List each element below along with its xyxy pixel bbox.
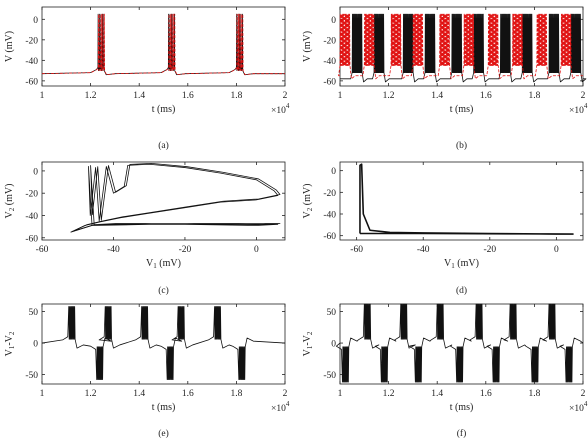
plot-frame xyxy=(41,303,286,385)
phase-trajectory xyxy=(70,163,279,233)
y-tick-label: -50 xyxy=(25,371,38,381)
y-axis-label: V (mV) xyxy=(4,31,15,62)
x-axis-multiplier: ×104 xyxy=(271,102,290,116)
panel-a: 1 1.2 1.4 1.6 1.8 2 0 -20 -40 -60 t (ms) ×104 V (mV)… xyxy=(4,6,290,151)
y-tick-label: -20 xyxy=(323,189,336,199)
x-tick-label: 1.4 xyxy=(133,389,145,399)
x-tick-label: 1 xyxy=(338,389,343,399)
x-tick-label: 1.6 xyxy=(480,389,492,399)
x-tick-label: 1 xyxy=(40,91,45,101)
x-tick-label: 1 xyxy=(338,91,343,101)
x-tick-label: -60 xyxy=(350,245,363,255)
series-black-trace xyxy=(340,13,587,83)
y-tick-label: -60 xyxy=(25,234,38,244)
x-axis-label: t (ms) xyxy=(450,402,474,413)
y-tick-label: -20 xyxy=(25,190,38,200)
x-axis-label: t (ms) xyxy=(450,104,474,115)
y-tick-label: 0 xyxy=(33,340,38,350)
panel-label: (d) xyxy=(456,285,467,296)
x-tick-label: 2 xyxy=(581,91,586,101)
y-tick-label: -20 xyxy=(323,36,336,46)
plot-frame xyxy=(339,6,584,87)
y-tick-label: 50 xyxy=(327,308,337,318)
x-tick-label: 0 xyxy=(554,245,559,255)
x-axis-label: t (ms) xyxy=(152,104,176,115)
x-tick-label: 0 xyxy=(254,245,259,255)
x-tick-label: 1.2 xyxy=(85,389,97,399)
panel-label: (b) xyxy=(456,140,467,151)
x-tick-label: -20 xyxy=(483,245,496,255)
x-tick-label: -60 xyxy=(36,245,49,255)
y-tick-label: 0 xyxy=(33,167,38,177)
panel-label: (e) xyxy=(158,428,169,439)
x-tick-label: -20 xyxy=(179,245,192,255)
y-tick-label: -20 xyxy=(25,36,38,46)
plot-frame xyxy=(41,6,286,87)
panel-c: -60 -40 -20 0 0 -20 -40 -60 V1 (mV) V2 (mV) (c) xyxy=(4,161,286,296)
y-tick-label: 0 xyxy=(331,167,336,177)
panel-d: -60 -40 -20 0 0 -20 -40 -60 V1 (mV) V2 (mV) (d) xyxy=(302,161,584,296)
x-axis-label: t (ms) xyxy=(152,402,176,413)
panel-label: (c) xyxy=(158,285,169,296)
x-tick-label: 1.6 xyxy=(182,91,194,101)
y-axis-label: V2 (mV) xyxy=(302,184,314,219)
x-tick-label: 1.4 xyxy=(431,389,443,399)
y-tick-label: -60 xyxy=(323,77,336,87)
y-tick-label: 0 xyxy=(331,340,336,350)
phase-trajectory xyxy=(359,163,574,235)
y-tick-label: -40 xyxy=(25,212,38,222)
x-tick-label: 1.2 xyxy=(85,91,97,101)
plot-frame xyxy=(339,303,584,385)
y-axis-label: V (mV) xyxy=(302,31,313,62)
panel-f: 1 1.2 1.4 1.6 1.8 2 50 0 -50 t (ms) ×104 V1-V2 (f) xyxy=(302,303,588,439)
y-tick-label: -60 xyxy=(323,232,336,242)
x-tick-label: 1.6 xyxy=(182,389,194,399)
difference-trace xyxy=(335,303,584,383)
x-tick-label: -40 xyxy=(107,245,120,255)
panel-b: 1 1.2 1.4 1.6 1.8 2 0 -20 -40 -60 t (ms) ×104 V (mV)… xyxy=(302,6,588,151)
y-tick-label: -40 xyxy=(323,211,336,221)
panel-label: (f) xyxy=(457,428,467,439)
x-axis-label: V1 (mV) xyxy=(146,258,181,270)
y-tick-label: 0 xyxy=(331,16,336,26)
phase-trajectory xyxy=(72,162,281,232)
series-red-trace xyxy=(41,13,285,76)
x-axis-multiplier: ×104 xyxy=(271,400,290,414)
y-tick-label: -40 xyxy=(323,57,336,67)
x-tick-label: 1.8 xyxy=(230,91,242,101)
y-tick-label: 0 xyxy=(33,16,38,26)
x-tick-label: 1.2 xyxy=(383,91,395,101)
x-tick-label: 2 xyxy=(283,91,288,101)
x-axis-label: V1 (mV) xyxy=(444,258,479,270)
x-tick-label: 1.2 xyxy=(383,389,395,399)
x-tick-label: 1.4 xyxy=(431,91,443,101)
x-tick-label: 1.8 xyxy=(528,91,540,101)
y-tick-label: -60 xyxy=(25,77,38,87)
x-tick-label: 1.8 xyxy=(230,389,242,399)
x-tick-label: 1.6 xyxy=(480,91,492,101)
panel-e: 1 1.2 1.4 1.6 1.8 2 50 0 -50 t (ms) ×104 V1-V2 (e) xyxy=(4,303,290,439)
y-tick-label: 50 xyxy=(29,308,39,318)
x-tick-label: -40 xyxy=(417,245,430,255)
x-axis-multiplier: ×104 xyxy=(569,102,588,116)
plot-frame xyxy=(41,161,286,241)
plot-frame xyxy=(339,161,584,241)
x-axis-multiplier: ×104 xyxy=(569,400,588,414)
y-tick-label: -50 xyxy=(323,371,336,381)
y-axis-label: V1-V2 xyxy=(4,331,16,356)
x-tick-label: 1 xyxy=(40,389,45,399)
series-red-trace xyxy=(338,13,583,80)
x-tick-label: 1.4 xyxy=(133,91,145,101)
x-tick-label: 2 xyxy=(581,389,586,399)
x-tick-label: 1.8 xyxy=(528,389,540,399)
series-black-trace xyxy=(41,13,285,76)
panel-label: (a) xyxy=(158,140,169,151)
y-axis-label: V1-V2 xyxy=(302,331,314,356)
y-axis-label: V2 (mV) xyxy=(4,184,16,219)
y-tick-label: -40 xyxy=(25,57,38,67)
x-tick-label: 2 xyxy=(283,389,288,399)
difference-trace xyxy=(41,306,286,380)
